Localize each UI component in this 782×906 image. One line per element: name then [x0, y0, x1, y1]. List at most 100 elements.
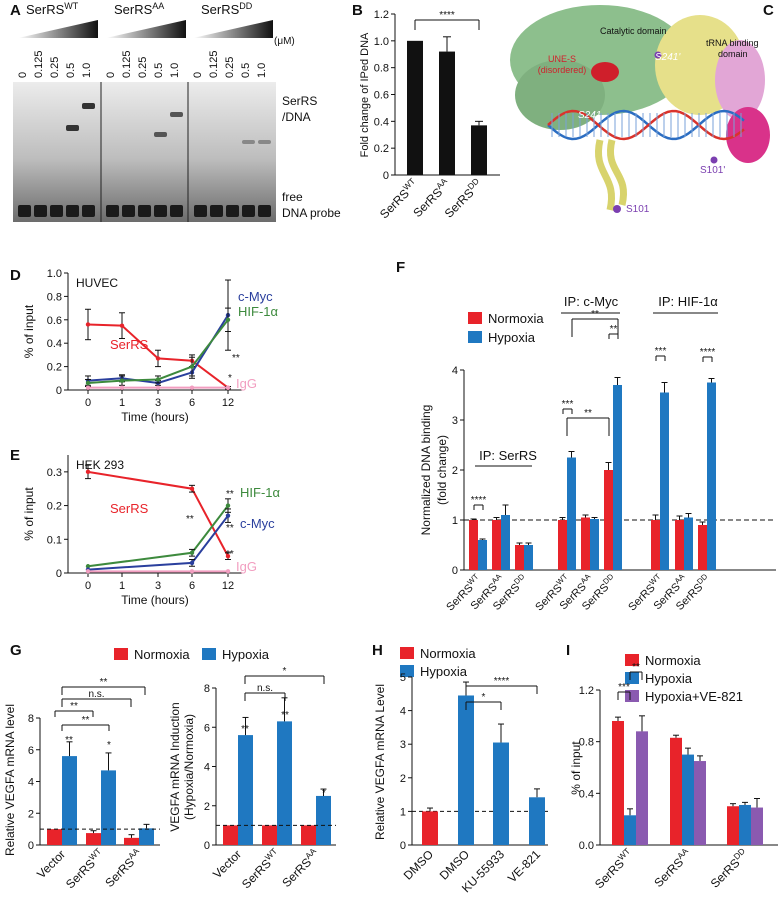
panelG2-x-tick-label: SerRSAA: [278, 846, 322, 890]
data-point: [119, 385, 125, 390]
data-point: [155, 377, 161, 382]
coiled-coil-helix: [607, 139, 627, 206]
panelI-bar: [670, 737, 682, 845]
panelH-bar: [493, 742, 509, 845]
panelI-bar: [727, 806, 739, 845]
panelI-bar: [739, 804, 751, 845]
concentration-label: 0.25: [137, 57, 149, 78]
legend-swatch-hypoxia: [468, 331, 482, 343]
concentration-wedge: [106, 20, 186, 38]
panelI-y-tick-label: 0.4: [579, 788, 594, 800]
legend-swatch-normoxia: [400, 647, 414, 659]
band-label-bottom: free: [282, 190, 303, 204]
significance-label: **: [226, 523, 234, 534]
panelD-y-tick-label: 1.0: [47, 268, 62, 280]
panelG1-bar: [139, 828, 154, 845]
concentration-label: 1.0: [169, 63, 181, 78]
series-label: c-Myc: [238, 289, 273, 304]
panelF-ylabel: (fold change): [435, 435, 449, 505]
panelB-y-tick-label: 0.4: [374, 116, 389, 128]
panelG1-ylabel: Relative VEGFA mRNA level: [3, 704, 17, 856]
panelG1-bar: [86, 833, 101, 845]
legend-swatch-hypoxia: [625, 672, 639, 684]
shifted-band: [154, 132, 167, 137]
panelD-x-tick-label: 6: [189, 397, 195, 409]
serine-site: [654, 51, 662, 59]
panelF-y-tick-label: 4: [452, 365, 458, 377]
panel-letter: H: [372, 642, 383, 659]
shifted-band: [66, 125, 79, 131]
data-point: [85, 322, 91, 327]
panelB-y-tick-label: 1.0: [374, 36, 389, 48]
panelF-y-tick-label: 2: [452, 465, 458, 477]
concentration-label: 0: [105, 72, 117, 78]
panelB-ylabel: Fold change of IPed DNA: [359, 32, 371, 157]
data-point: [85, 380, 91, 386]
data-point: [225, 513, 231, 518]
structure-label: UNE-S: [548, 54, 576, 64]
panelF-bar-hypoxia: [501, 515, 510, 570]
panelF-bar-normoxia: [558, 520, 567, 570]
data-point: [189, 385, 195, 390]
series-label: HIF-1α: [238, 304, 279, 319]
shifted-band: [82, 103, 95, 109]
panelI-y-tick-label: 0.0: [579, 840, 594, 852]
panelD-x-tick-label: 3: [155, 397, 161, 409]
panelH-ylabel: Relative VEGFA mRNA Level: [373, 684, 387, 840]
une-s-region: [591, 62, 619, 82]
coiled-coil-helix: [595, 139, 615, 211]
concentration-label: 0.5: [240, 63, 252, 78]
significance-label: **: [226, 489, 234, 500]
free-probe-band: [170, 205, 183, 217]
significance-label: **: [226, 549, 234, 560]
legend-label: Normoxia: [134, 647, 190, 662]
panelE-x-tick-label: 1: [119, 580, 125, 592]
dna-strand: [547, 109, 745, 141]
panel-letter: C: [763, 2, 774, 19]
panelG1-bar: [124, 837, 139, 845]
panelI-bar: [612, 721, 624, 845]
panel-letter: G: [10, 642, 22, 659]
data-point: [85, 564, 91, 569]
significance-label: n.s.: [257, 683, 273, 694]
panelF-bar-hypoxia: [684, 517, 693, 570]
significance-label: **: [610, 324, 618, 335]
panelE-title: HEK 293: [76, 458, 124, 472]
panelG2-y-tick-label: 6: [204, 722, 210, 734]
panelF-bar-normoxia: [604, 470, 613, 570]
panelG2-bar: [316, 795, 331, 845]
panelF-bar-hypoxia: [567, 457, 576, 570]
panelG1-bar: [101, 770, 116, 845]
panelI-x-tick-label: SerRSDD: [706, 846, 751, 891]
free-probe-band: [194, 205, 207, 217]
gel-group-label: SerRSAA: [114, 1, 164, 17]
concentration-label: 0.25: [49, 57, 61, 78]
significance-label: ***: [562, 399, 574, 410]
legend-label: Hypoxia: [488, 330, 536, 345]
panelG2-ylabel: VEGFA mRNA Induction: [168, 702, 182, 831]
free-probe-band: [138, 205, 151, 217]
panelD-y-tick-label: 0: [56, 385, 62, 397]
concentration-label: 0.5: [153, 63, 165, 78]
panelF-group-title: IP: HIF-1α: [658, 294, 718, 309]
data-point: [225, 569, 231, 574]
panelF-bar-normoxia: [581, 517, 590, 570]
significance-label: *: [482, 692, 486, 703]
concentration-label: 0.125: [33, 50, 45, 78]
legend-swatch-normoxia: [625, 654, 639, 666]
panelG1-y-tick-label: 0: [28, 840, 34, 852]
panelF-bar-normoxia: [492, 520, 501, 570]
data-point: [189, 486, 195, 491]
panelB-y-tick-label: 0.2: [374, 143, 389, 155]
panelB-bar: [471, 125, 487, 175]
data-point: [225, 553, 231, 559]
band-label-top: SerRS: [282, 94, 317, 108]
panelF-bar-hypoxia: [660, 392, 669, 570]
panelG1-bar: [62, 756, 77, 845]
structure-label: domain: [718, 49, 748, 59]
serine-site: [710, 156, 718, 164]
panelF-bar-hypoxia: [707, 382, 716, 570]
panelD-y-tick-label: 0.8: [47, 291, 62, 303]
panelE-y-tick-label: 0.1: [47, 534, 62, 546]
legend-label: Normoxia: [420, 646, 476, 661]
